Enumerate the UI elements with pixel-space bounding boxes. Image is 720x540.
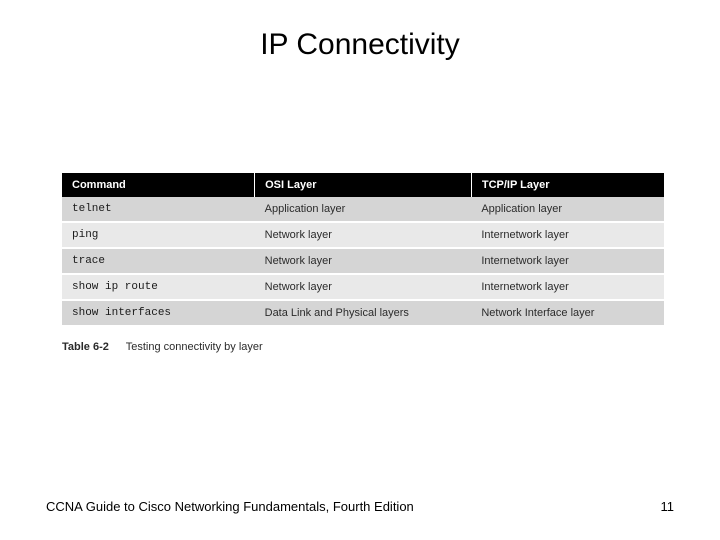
cell-osi: Network layer <box>255 274 472 300</box>
col-header-command: Command <box>62 173 255 197</box>
table-header-row: Command OSI Layer TCP/IP Layer <box>62 173 664 197</box>
cell-tcpip: Network Interface layer <box>471 300 664 326</box>
table-caption: Table 6-2 Testing connectivity by layer <box>62 341 664 353</box>
cell-osi: Network layer <box>255 222 472 248</box>
cell-tcpip: Internetwork layer <box>471 274 664 300</box>
cell-tcpip: Internetwork layer <box>471 248 664 274</box>
page-number: 11 <box>661 499 675 514</box>
table-row: trace Network layer Internetwork layer <box>62 248 664 274</box>
cell-tcpip: Internetwork layer <box>471 222 664 248</box>
connectivity-table: Command OSI Layer TCP/IP Layer telnet Ap… <box>62 173 664 327</box>
cell-osi: Network layer <box>255 248 472 274</box>
table-row: show interfaces Data Link and Physical l… <box>62 300 664 326</box>
cell-command: trace <box>62 248 255 274</box>
cell-command: ping <box>62 222 255 248</box>
table-caption-label: Table 6-2 <box>62 341 109 353</box>
cell-osi: Data Link and Physical layers <box>255 300 472 326</box>
footer-text: CCNA Guide to Cisco Networking Fundament… <box>46 499 414 514</box>
cell-osi: Application layer <box>255 197 472 222</box>
table-row: ping Network layer Internetwork layer <box>62 222 664 248</box>
table-container: Command OSI Layer TCP/IP Layer telnet Ap… <box>62 173 664 353</box>
cell-tcpip: Application layer <box>471 197 664 222</box>
col-header-osi: OSI Layer <box>255 173 472 197</box>
table-caption-text: Testing connectivity by layer <box>126 341 263 353</box>
table-row: telnet Application layer Application lay… <box>62 197 664 222</box>
table-row: show ip route Network layer Internetwork… <box>62 274 664 300</box>
col-header-tcpip: TCP/IP Layer <box>471 173 664 197</box>
cell-command: show ip route <box>62 274 255 300</box>
cell-command: show interfaces <box>62 300 255 326</box>
cell-command: telnet <box>62 197 255 222</box>
page-title: IP Connectivity <box>0 0 720 62</box>
